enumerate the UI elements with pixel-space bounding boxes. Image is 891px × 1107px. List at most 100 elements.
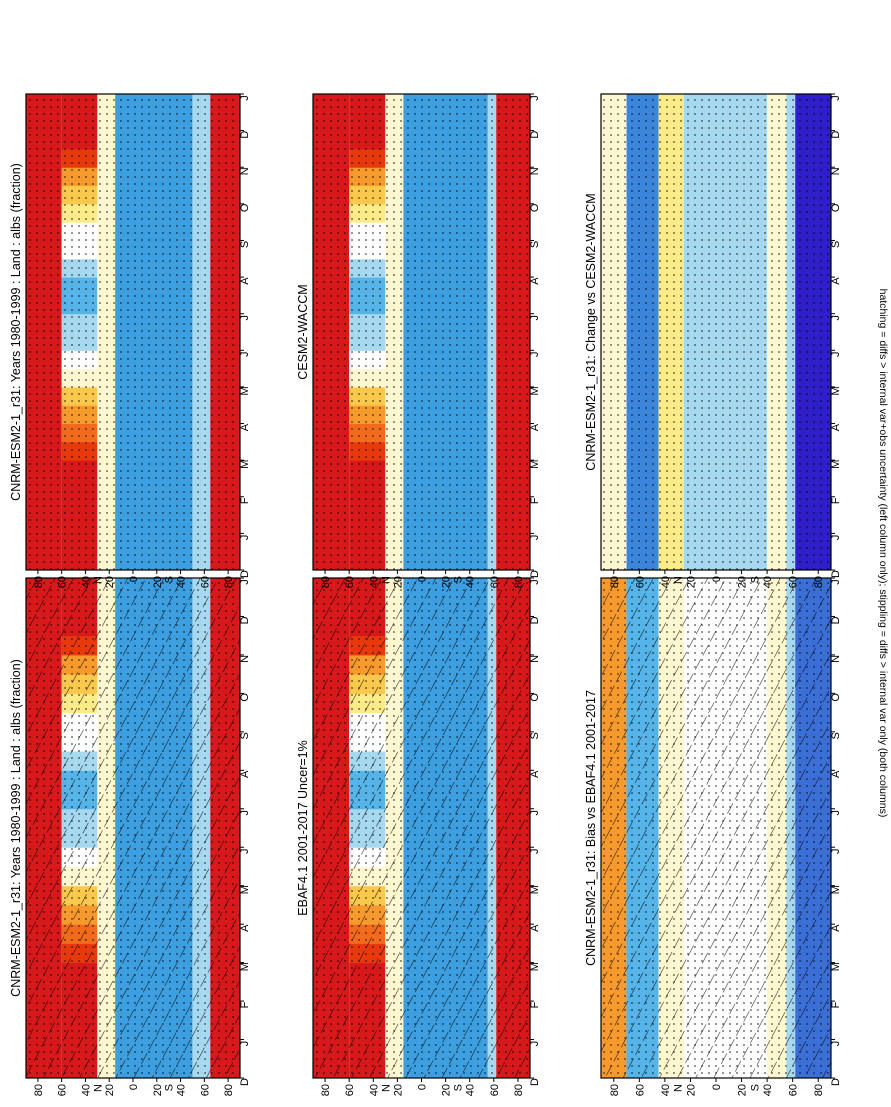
lat-north-label: N [92,1084,104,1092]
lat-south-label: S [749,576,761,583]
lat-tick-label: 20 [441,1084,453,1096]
lat-tick-label: 0 [711,1084,723,1090]
month-tick-label: F [239,497,251,504]
month-tick-label: J [830,810,842,816]
panel-title: CESM2-WACCM [296,284,310,379]
month-tick-label: F [830,1001,842,1008]
month-tick-label: S [529,732,541,739]
lat-tick-label: 60 [57,1084,69,1096]
month-tick-label: N [529,655,541,663]
lat-tick-label: 20 [152,576,164,588]
month-tick-label: M [830,962,842,971]
month-tick-label: S [239,732,251,739]
month-tick-label: J [239,1041,251,1047]
lat-tick-label: 80 [33,576,45,588]
lat-tick-label: 0 [128,576,140,582]
lat-tick-label: 40 [465,576,477,588]
month-tick-label: J [830,535,842,541]
month-tick-label: M [239,962,251,971]
lat-tick-label: 60 [344,1084,356,1096]
lat-north-label: N [380,1084,392,1092]
stippling-overlay [313,94,530,570]
month-tick-label: M [529,962,541,971]
lat-tick-label: 80 [320,576,332,588]
month-tick-label: J [529,810,541,816]
month-tick-label: N [830,655,842,663]
month-tick-label: J [830,315,842,321]
lat-tick-label: 60 [634,1084,646,1096]
lat-tick-label: 80 [813,576,825,588]
month-tick-label: J [239,352,251,358]
stippling-overlay [601,94,831,570]
month-tick-label: N [830,167,842,175]
month-tick-label: D [529,616,541,624]
lat-tick-label: 20 [441,576,453,588]
stippling-overlay [313,578,530,1078]
lat-tick-label: 20 [104,576,116,588]
month-tick-label: N [529,167,541,175]
month-tick-label: M [830,885,842,894]
lat-tick-label: 60 [634,576,646,588]
month-tick-label: A [239,924,251,932]
month-tick-label: O [830,693,842,702]
month-tick-label: J [529,1041,541,1047]
lat-tick-label: 20 [152,1084,164,1096]
month-tick-label: F [830,497,842,504]
month-tick-label: D [239,131,251,139]
month-tick-label: A [830,277,842,285]
lat-tick-label: 20 [104,1084,116,1096]
month-tick-label: M [239,386,251,395]
lat-tick-label: 60 [344,576,356,588]
month-tick-label: A [529,423,541,431]
lat-tick-label: 40 [368,1084,380,1096]
month-tick-label: F [529,1001,541,1008]
lat-north-label: N [673,576,685,584]
lat-south-label: S [453,1084,465,1091]
month-tick-label: J [529,848,541,854]
lat-tick-label: 80 [320,1084,332,1096]
lat-tick-label: 40 [762,1084,774,1096]
month-tick-label: A [239,277,251,285]
month-tick-label: M [830,386,842,395]
lat-tick-label: 80 [513,1084,525,1096]
month-tick-label: D [830,131,842,139]
month-tick-label: A [529,770,541,778]
lat-tick-label: 20 [392,576,404,588]
figure-footnote: hatching = diffs > internal var+obs unce… [877,289,889,818]
lat-tick-label: 80 [223,576,235,588]
month-tick-label: D [529,131,541,139]
lat-tick-label: 40 [80,576,92,588]
lat-tick-label: 40 [660,576,672,588]
month-tick-label: J [239,848,251,854]
lat-south-label: S [453,576,465,583]
lat-tick-label: 80 [33,1084,45,1096]
panel-change-right: CNRM-ESM2-1_r31: Change vs CESM2-WACCM 80… [584,93,842,588]
month-tick-label: S [239,241,251,248]
lat-tick-label: 80 [609,1084,621,1096]
month-tick-label: D [239,1078,251,1086]
month-tick-label: M [239,460,251,469]
month-tick-label: F [529,497,541,504]
lat-tick-label: 20 [685,1084,697,1096]
month-tick-label: A [529,277,541,285]
month-tick-label: J [529,315,541,321]
lat-tick-label: 60 [489,576,501,588]
month-tick-label: A [830,924,842,932]
lat-tick-label: 60 [199,576,211,588]
lat-tick-label: 20 [737,576,749,588]
month-tick-label: A [529,924,541,932]
month-tick-label: J [830,579,842,585]
panel-title: CNRM-ESM2-1_r31: Change vs CESM2-WACCM [584,193,598,470]
month-tick-label: J [830,352,842,358]
lat-south-label: S [164,1084,176,1091]
lat-tick-label: 40 [176,1084,188,1096]
lat-north-label: N [673,1084,685,1092]
month-tick-label: J [529,579,541,585]
month-tick-label: D [529,1078,541,1086]
month-tick-label: S [830,732,842,739]
month-tick-label: D [830,616,842,624]
month-tick-label: M [830,460,842,469]
month-tick-label: M [529,885,541,894]
